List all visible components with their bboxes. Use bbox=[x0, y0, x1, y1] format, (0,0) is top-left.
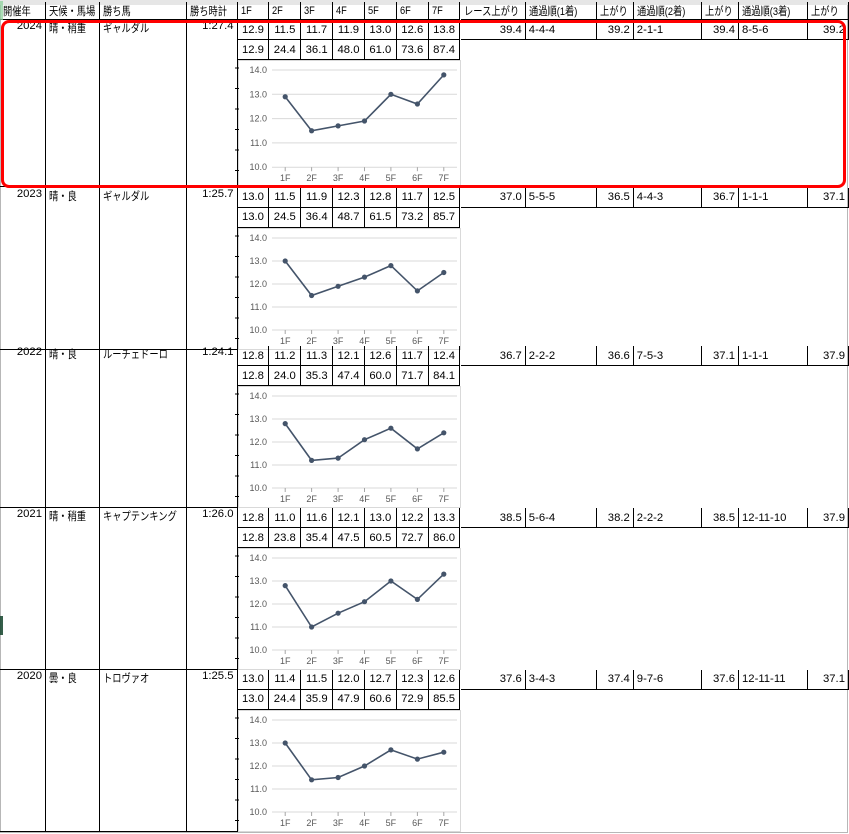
svg-text:14.0: 14.0 bbox=[249, 553, 267, 563]
svg-text:2F: 2F bbox=[306, 494, 317, 504]
svg-text:13.0: 13.0 bbox=[249, 576, 267, 586]
svg-text:7F: 7F bbox=[438, 656, 449, 666]
svg-text:2F: 2F bbox=[306, 818, 317, 828]
svg-text:11.0: 11.0 bbox=[250, 784, 267, 794]
svg-text:3F: 3F bbox=[332, 336, 343, 346]
svg-text:6F: 6F bbox=[412, 336, 423, 346]
svg-text:2F: 2F bbox=[306, 336, 317, 346]
svg-text:13.0: 13.0 bbox=[249, 256, 267, 266]
svg-text:7F: 7F bbox=[438, 494, 449, 504]
svg-text:5F: 5F bbox=[385, 818, 396, 828]
svg-text:2F: 2F bbox=[306, 656, 317, 666]
svg-text:1F: 1F bbox=[279, 656, 290, 666]
svg-text:10.0: 10.0 bbox=[249, 645, 267, 655]
svg-text:5F: 5F bbox=[385, 173, 396, 183]
svg-text:11.0: 11.0 bbox=[250, 302, 267, 312]
svg-text:4F: 4F bbox=[359, 818, 370, 828]
svg-text:12.0: 12.0 bbox=[249, 761, 267, 771]
svg-text:6F: 6F bbox=[412, 656, 423, 666]
svg-text:4F: 4F bbox=[359, 336, 370, 346]
svg-text:12.0: 12.0 bbox=[249, 437, 267, 447]
svg-text:3F: 3F bbox=[332, 173, 343, 183]
svg-text:12.0: 12.0 bbox=[249, 599, 267, 609]
svg-text:5F: 5F bbox=[385, 494, 396, 504]
svg-text:10.0: 10.0 bbox=[249, 807, 267, 817]
svg-text:14.0: 14.0 bbox=[249, 391, 267, 401]
svg-text:4F: 4F bbox=[359, 494, 370, 504]
svg-text:12.0: 12.0 bbox=[249, 279, 267, 289]
svg-text:1F: 1F bbox=[279, 336, 290, 346]
svg-text:7F: 7F bbox=[438, 173, 449, 183]
svg-text:13.0: 13.0 bbox=[249, 738, 267, 748]
svg-text:12.0: 12.0 bbox=[249, 114, 267, 124]
svg-text:13.0: 13.0 bbox=[249, 414, 267, 424]
svg-text:6F: 6F bbox=[412, 494, 423, 504]
svg-text:4F: 4F bbox=[359, 656, 370, 666]
svg-text:5F: 5F bbox=[385, 336, 396, 346]
svg-text:3F: 3F bbox=[332, 656, 343, 666]
svg-text:10.0: 10.0 bbox=[249, 325, 267, 335]
svg-text:7F: 7F bbox=[438, 818, 449, 828]
svg-text:14.0: 14.0 bbox=[249, 715, 267, 725]
svg-text:3F: 3F bbox=[332, 494, 343, 504]
svg-text:7F: 7F bbox=[438, 336, 449, 346]
svg-text:1F: 1F bbox=[279, 818, 290, 828]
svg-text:1F: 1F bbox=[279, 494, 290, 504]
svg-text:6F: 6F bbox=[412, 173, 423, 183]
svg-text:10.0: 10.0 bbox=[249, 483, 267, 493]
svg-text:10.0: 10.0 bbox=[249, 162, 267, 172]
svg-text:3F: 3F bbox=[332, 818, 343, 828]
svg-text:13.0: 13.0 bbox=[249, 90, 267, 100]
svg-text:4F: 4F bbox=[359, 173, 370, 183]
svg-text:11.0: 11.0 bbox=[250, 622, 267, 632]
svg-text:14.0: 14.0 bbox=[249, 233, 267, 243]
svg-text:14.0: 14.0 bbox=[249, 65, 267, 75]
svg-text:1F: 1F bbox=[279, 173, 290, 183]
svg-text:2F: 2F bbox=[306, 173, 317, 183]
svg-text:5F: 5F bbox=[385, 656, 396, 666]
svg-text:6F: 6F bbox=[412, 818, 423, 828]
svg-text:11.0: 11.0 bbox=[250, 460, 267, 470]
svg-text:11.0: 11.0 bbox=[250, 138, 267, 148]
